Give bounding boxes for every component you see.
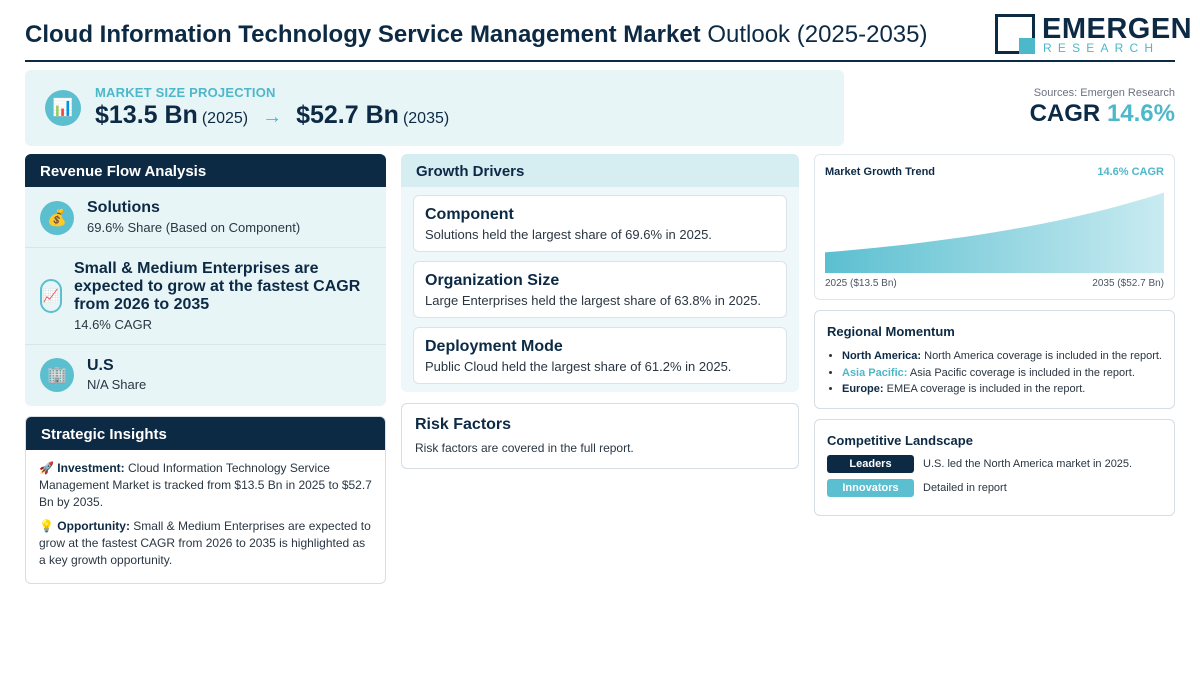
innovators-text: Detailed in report: [923, 482, 1007, 494]
logo-wordmark: EMERGEN: [1042, 13, 1193, 45]
arrow-right-icon: →: [262, 106, 283, 128]
region-item-europe: Europe: EMEA coverage is included in the…: [842, 381, 1162, 398]
leaders-badge: Leaders: [827, 455, 914, 473]
page-title: Cloud Information Technology Service Man…: [25, 21, 927, 49]
x-axis-end-label: 2035 ($52.7 Bn): [1092, 278, 1164, 289]
growth-area-series: [825, 192, 1164, 273]
page-header: Cloud Information Technology Service Man…: [25, 0, 1192, 62]
risk-factors-text: Risk factors are covered in the full rep…: [415, 441, 634, 455]
region-name: North America:: [842, 350, 922, 362]
driver-card-title: Deployment Mode: [425, 338, 563, 355]
region-text: EMEA coverage is included in the report.: [886, 383, 1086, 395]
region-text: Asia Pacific coverage is included in the…: [909, 366, 1135, 379]
revenue-item-sub: 14.6% CAGR: [74, 317, 153, 332]
regional-momentum-title: Regional Momentum: [827, 324, 955, 339]
end-value: $52.7 Bn: [296, 101, 399, 129]
investment-text: Cloud Information Technology Service Man…: [39, 461, 372, 509]
chart-title: Market Growth Trend: [825, 166, 936, 178]
market-size-label: MARKET SIZE PROJECTION: [95, 85, 276, 100]
leaders-text: U.S. led the North America market in 202…: [923, 458, 1133, 470]
money-bag-icon: 💰: [40, 201, 74, 235]
region-item-north-america: North America: North America coverage is…: [842, 348, 1162, 365]
strategic-insights-panel: Strategic Insights 🚀 Investment: Cloud I…: [25, 416, 386, 584]
building-icon: 🏢: [40, 358, 74, 392]
revenue-flow-title: Revenue Flow Analysis: [25, 154, 386, 187]
strategic-insights-title: Strategic Insights: [26, 417, 385, 450]
driver-card-organization-size: Organization Size Large Enterprises held…: [413, 261, 787, 318]
logo-subtitle: RESEARCH: [1043, 41, 1160, 55]
opportunity-label: Opportunity:: [57, 519, 130, 533]
revenue-item-sub: 69.6% Share (Based on Component): [87, 220, 301, 235]
growth-drivers-title: Growth Drivers: [401, 154, 799, 187]
driver-card-text: Solutions held the largest share of 69.6…: [425, 227, 712, 242]
competitive-landscape-title: Competitive Landscape: [827, 433, 973, 448]
emergen-logo: EMERGEN RESEARCH: [995, 14, 1192, 56]
market-growth-trend-panel: Market Growth Trend 14.6% CAGR 2025 ($13…: [814, 154, 1175, 300]
region-name: Asia Pacific:: [842, 366, 908, 379]
growth-area-chart: [825, 192, 1164, 273]
x-axis-start-label: 2025 ($13.5 Bn): [825, 278, 897, 289]
region-text: North America coverage is included in th…: [924, 350, 1162, 362]
revenue-item: 🏢 U.S N/A Share: [25, 345, 386, 406]
investment-label: Investment:: [57, 461, 125, 475]
revenue-item-sub: N/A Share: [87, 377, 147, 392]
driver-card-deployment-mode: Deployment Mode Public Cloud held the la…: [413, 327, 787, 384]
start-value: $13.5 Bn: [95, 101, 198, 129]
opportunity-insight: 💡 Opportunity: Small & Medium Enterprise…: [39, 518, 372, 569]
trend-up-icon: 📈: [40, 279, 62, 313]
driver-card-text: Public Cloud held the largest share of 6…: [425, 359, 732, 374]
growth-drivers-panel: Growth Drivers Component Solutions held …: [401, 154, 799, 392]
risk-factors-title: Risk Factors: [415, 416, 512, 433]
investment-insight: 🚀 Investment: Cloud Information Technolo…: [39, 460, 372, 511]
bar-chart-icon: 📊: [45, 90, 81, 126]
revenue-flow-panel: Revenue Flow Analysis 💰 Solutions 69.6% …: [25, 154, 386, 406]
innovators-badge: Innovators: [827, 479, 914, 497]
revenue-item-title: Solutions: [87, 199, 160, 216]
market-size-banner: 📊 MARKET SIZE PROJECTION $13.5 Bn (2025) →…: [25, 70, 844, 146]
regional-momentum-panel: Regional Momentum North America: North A…: [814, 310, 1175, 409]
chart-cagr-label: 14.6% CAGR: [1097, 166, 1164, 178]
regional-list: North America: North America coverage is…: [842, 348, 1162, 398]
market-size-values: $13.5 Bn (2025) → $52.7 Bn (2035): [95, 101, 449, 130]
region-name: Europe:: [842, 383, 884, 395]
lightbulb-icon: 💡: [39, 519, 54, 533]
page-title-light: Outlook (2025-2035): [707, 21, 928, 48]
revenue-item-title: Small & Medium Enterprises are expected …: [74, 260, 361, 313]
risk-factors-panel: Risk Factors Risk factors are covered in…: [401, 403, 799, 469]
strategic-insights-body: 🚀 Investment: Cloud Information Technolo…: [26, 450, 385, 583]
region-item-asia-pacific: Asia Pacific: Asia Pacific coverage is i…: [842, 365, 1162, 382]
driver-card-title: Organization Size: [425, 272, 560, 289]
end-year: (2035): [402, 110, 450, 127]
opportunity-text: Small & Medium Enterprises are expected …: [39, 519, 371, 567]
driver-card-text: Large Enterprises held the largest share…: [425, 293, 762, 308]
competitive-landscape-panel: Competitive Landscape Leaders U.S. led t…: [814, 419, 1175, 516]
cagr-label: CAGR: [1029, 100, 1101, 127]
start-year: (2025): [201, 110, 249, 127]
revenue-item-title: U.S: [87, 357, 114, 374]
driver-card-title: Component: [425, 206, 514, 223]
driver-card-component: Component Solutions held the largest sha…: [413, 195, 787, 252]
cagr-headline: CAGR 14.6%: [1030, 100, 1175, 128]
sources-text: Sources: Emergen Research: [1033, 87, 1175, 99]
cagr-value: 14.6%: [1106, 100, 1175, 127]
logo-mark-icon: [995, 14, 1035, 54]
revenue-item: 💰 Solutions 69.6% Share (Based on Compon…: [25, 187, 386, 248]
rocket-icon: 🚀: [39, 461, 54, 475]
revenue-item: 📈 Small & Medium Enterprises are expecte…: [25, 248, 386, 345]
page-title-bold: Cloud Information Technology Service Man…: [25, 21, 701, 48]
